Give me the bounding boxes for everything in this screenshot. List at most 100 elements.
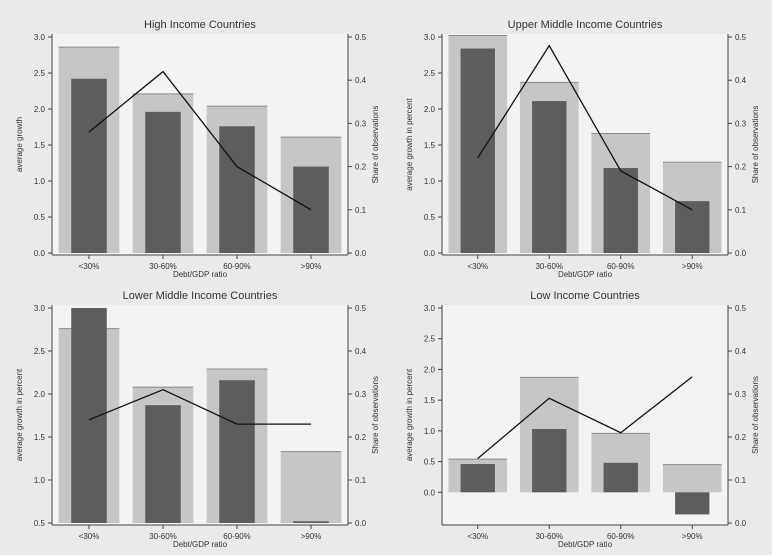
right-tick-label: 0.0 xyxy=(355,249,367,258)
right-tick-label: 0.3 xyxy=(735,390,747,399)
x-tick-label: >90% xyxy=(301,262,322,271)
y-axis-label: average growth in percent xyxy=(405,97,414,190)
right-tick-label: 0.3 xyxy=(355,390,367,399)
light-bar xyxy=(281,452,342,523)
y-axis-label: average growth in percent xyxy=(15,368,24,461)
right-tick-label: 0.5 xyxy=(735,33,747,42)
dark-bar xyxy=(675,492,709,514)
right-tick-label: 0.4 xyxy=(735,76,747,85)
left-tick-label: 2.0 xyxy=(424,365,436,374)
right-tick-label: 0.0 xyxy=(735,519,747,528)
y2-axis-label: Share of observations xyxy=(371,106,380,184)
right-tick-label: 0.2 xyxy=(355,433,367,442)
left-tick-label: 1.5 xyxy=(34,433,46,442)
right-tick-label: 0.0 xyxy=(735,249,747,258)
left-tick-label: 1.5 xyxy=(424,396,436,405)
left-tick-label: 0.5 xyxy=(34,519,46,528)
left-tick-label: 2.0 xyxy=(34,105,46,114)
right-tick-label: 0.3 xyxy=(735,119,747,128)
right-tick-label: 0.0 xyxy=(355,519,367,528)
dark-bar xyxy=(675,201,709,253)
right-tick-label: 0.4 xyxy=(735,347,747,356)
left-tick-label: 1.0 xyxy=(424,177,436,186)
right-tick-label: 0.5 xyxy=(735,304,747,313)
dark-bar xyxy=(145,405,181,523)
dark-bar xyxy=(219,380,255,523)
panel-2: Upper Middle Income Countries 0.0 0.5 1.0 1.… xyxy=(405,19,760,279)
left-tick-label: 0.0 xyxy=(424,249,436,258)
dark-bar xyxy=(461,464,495,492)
dark-bar xyxy=(219,126,255,253)
panel-4: Low Income Countries 0.0 0.5 1.0 1.5 2.0 2.5 3.… xyxy=(405,290,760,549)
chart-title: High Income Countries xyxy=(144,19,256,31)
left-tick-label: 3.0 xyxy=(34,33,46,42)
left-tick-label: 2.0 xyxy=(424,105,436,114)
dark-bar xyxy=(532,429,566,492)
right-tick-label: 0.2 xyxy=(735,433,747,442)
x-tick-label: <30% xyxy=(79,262,100,271)
right-tick-label: 0.1 xyxy=(735,206,747,215)
right-tick-label: 0.2 xyxy=(735,163,747,172)
dark-bar xyxy=(71,308,107,523)
left-tick-label: 1.5 xyxy=(424,141,436,150)
y2-axis-label: Share of observations xyxy=(751,106,760,184)
y2-axis-label: Share of observations xyxy=(371,376,380,454)
chart-title: Lower Middle Income Countries xyxy=(123,290,278,302)
right-tick-label: 0.1 xyxy=(355,476,367,485)
left-tick-label: 2.0 xyxy=(34,390,46,399)
x-axis-label: Debt/GDP ratio xyxy=(173,270,228,279)
x-axis-label: Debt/GDP ratio xyxy=(558,270,613,279)
right-tick-label: 0.1 xyxy=(735,476,747,485)
right-tick-label: 0.2 xyxy=(355,163,367,172)
x-axis-label: Debt/GDP ratio xyxy=(558,540,613,549)
left-tick-label: 2.5 xyxy=(424,69,436,78)
right-tick-label: 0.5 xyxy=(355,33,367,42)
x-tick-label: <30% xyxy=(467,262,488,271)
left-tick-label: 1.5 xyxy=(34,141,46,150)
x-tick-label: <30% xyxy=(79,532,100,541)
left-tick-label: 0.0 xyxy=(34,249,46,258)
dark-bar xyxy=(604,463,638,492)
dark-bar xyxy=(71,79,107,253)
panel-1: High Income Countries 0.0 0.5 1.0 1.5 2.0 2.5 3… xyxy=(15,19,380,279)
left-tick-label: 0.5 xyxy=(424,458,436,467)
light-bar xyxy=(663,465,722,493)
dark-bar xyxy=(293,521,329,523)
y2-axis-label: Share of observations xyxy=(751,376,760,454)
left-tick-label: 1.0 xyxy=(424,427,436,436)
x-tick-label: 60-90% xyxy=(223,262,251,271)
x-tick-label: <30% xyxy=(467,532,488,541)
left-tick-label: 2.5 xyxy=(34,69,46,78)
right-tick-label: 0.3 xyxy=(355,119,367,128)
right-tick-label: 0.4 xyxy=(355,347,367,356)
left-tick-label: 0.5 xyxy=(34,213,46,222)
chart-title: Upper Middle Income Countries xyxy=(508,19,663,31)
y-axis-label: average growth xyxy=(15,117,24,172)
left-tick-label: 1.0 xyxy=(34,476,46,485)
x-tick-label: >90% xyxy=(301,532,322,541)
dark-bar xyxy=(604,168,638,253)
dark-bar xyxy=(532,101,566,253)
dark-bar xyxy=(461,49,495,253)
x-tick-label: >90% xyxy=(682,532,703,541)
x-axis-label: Debt/GDP ratio xyxy=(173,540,228,549)
left-tick-label: 2.5 xyxy=(34,347,46,356)
left-tick-label: 3.0 xyxy=(424,304,436,313)
left-tick-label: 0.5 xyxy=(424,213,436,222)
right-tick-label: 0.1 xyxy=(355,206,367,215)
x-tick-label: >90% xyxy=(682,262,703,271)
right-tick-label: 0.5 xyxy=(355,304,367,313)
panel-3: Lower Middle Income Countries 0.5 1.0 1.5 2.… xyxy=(15,290,380,549)
left-tick-label: 0.0 xyxy=(424,488,436,497)
x-tick-label: 60-90% xyxy=(223,532,251,541)
y-axis-label: average growth in percent xyxy=(405,368,414,461)
right-tick-label: 0.4 xyxy=(355,76,367,85)
left-tick-label: 3.0 xyxy=(424,33,436,42)
left-tick-label: 3.0 xyxy=(34,304,46,313)
dark-bar xyxy=(145,112,181,253)
left-tick-label: 2.5 xyxy=(424,335,436,344)
chart-title: Low Income Countries xyxy=(530,290,640,302)
left-tick-label: 1.0 xyxy=(34,177,46,186)
